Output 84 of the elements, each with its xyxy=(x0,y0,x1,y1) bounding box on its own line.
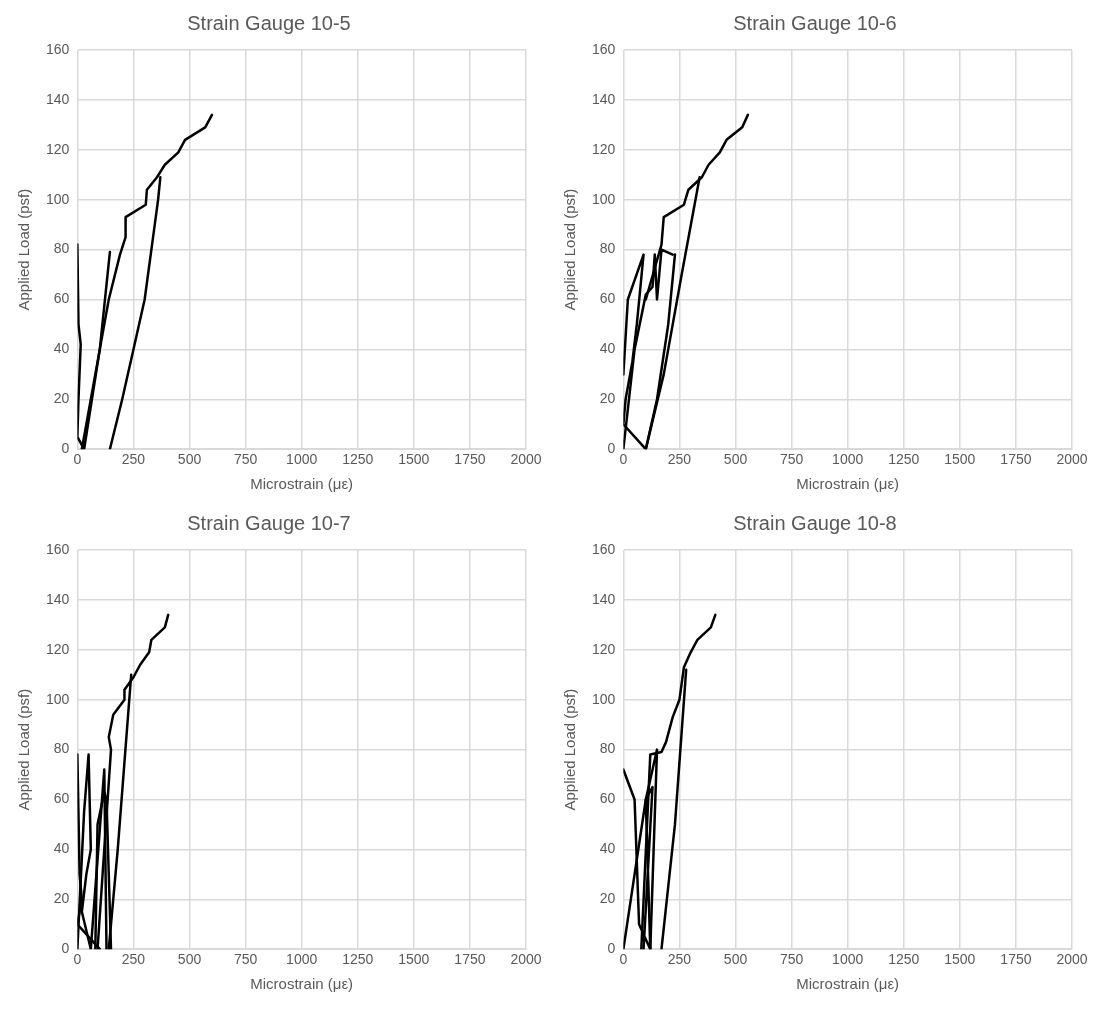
x-tick-label: 1500 xyxy=(944,951,976,968)
x-tick-label: 2000 xyxy=(510,451,542,468)
x-tick-label: 500 xyxy=(723,451,748,468)
y-axis-title: Applied Load (psf) xyxy=(15,688,33,811)
x-axis-title: Microstrain (με) xyxy=(796,975,900,993)
y-tick-label: 20 xyxy=(53,390,70,407)
x-tick-label: 1750 xyxy=(1000,951,1032,968)
y-tick-label: 60 xyxy=(53,290,70,307)
y-tick-label: 20 xyxy=(599,390,616,407)
y-tick-label: 60 xyxy=(599,790,616,807)
y-tick-label: 100 xyxy=(592,690,616,707)
y-tick-label: 20 xyxy=(53,890,70,907)
x-tick-label: 500 xyxy=(177,451,202,468)
y-tick-label: 100 xyxy=(592,190,616,207)
y-tick-label: 160 xyxy=(46,40,70,57)
y-tick-label: 100 xyxy=(46,190,70,207)
y-tick-label: 40 xyxy=(599,340,616,357)
y-tick-label: 140 xyxy=(46,90,70,107)
y-tick-label: 120 xyxy=(592,140,616,157)
x-tick-label: 500 xyxy=(723,951,748,968)
x-tick-label: 2000 xyxy=(1056,451,1088,468)
x-tick-label: 750 xyxy=(779,451,804,468)
x-tick-label: 0 xyxy=(619,451,628,468)
chart-title: Strain Gauge 10-8 xyxy=(733,511,897,534)
x-tick-label: 1250 xyxy=(888,451,920,468)
y-tick-label: 100 xyxy=(46,690,70,707)
y-tick-label: 40 xyxy=(53,340,70,357)
y-tick-label: 80 xyxy=(53,240,70,257)
x-tick-label: 1000 xyxy=(286,951,318,968)
x-tick-label: 1750 xyxy=(454,951,486,968)
x-tick-label: 250 xyxy=(121,451,146,468)
x-tick-label: 2000 xyxy=(1056,951,1088,968)
x-axis-title: Microstrain (με) xyxy=(250,475,354,493)
y-tick-label: 140 xyxy=(592,90,616,107)
x-tick-label: 0 xyxy=(73,951,82,968)
chart-title: Strain Gauge 10-7 xyxy=(187,511,351,534)
y-tick-label: 60 xyxy=(599,290,616,307)
y-tick-label: 140 xyxy=(592,590,616,607)
y-tick-label: 40 xyxy=(53,840,70,857)
x-axis-title: Microstrain (με) xyxy=(250,975,354,993)
x-tick-label: 250 xyxy=(667,951,692,968)
x-tick-label: 500 xyxy=(177,951,202,968)
y-tick-label: 80 xyxy=(599,740,616,757)
x-tick-label: 1500 xyxy=(398,951,430,968)
y-tick-label: 80 xyxy=(53,740,70,757)
y-tick-label: 20 xyxy=(599,890,616,907)
x-tick-label: 750 xyxy=(233,451,258,468)
x-tick-label: 1500 xyxy=(944,451,976,468)
x-tick-label: 0 xyxy=(73,451,82,468)
y-tick-label: 60 xyxy=(53,790,70,807)
y-tick-label: 140 xyxy=(46,590,70,607)
y-axis-title: Applied Load (psf) xyxy=(561,688,579,811)
y-tick-label: 120 xyxy=(46,640,70,657)
x-tick-label: 1250 xyxy=(342,451,374,468)
y-tick-label: 0 xyxy=(607,440,616,457)
x-tick-label: 0 xyxy=(619,951,628,968)
x-tick-label: 750 xyxy=(233,951,258,968)
y-tick-label: 160 xyxy=(46,540,70,557)
y-tick-label: 120 xyxy=(46,140,70,157)
x-axis-title: Microstrain (με) xyxy=(796,475,900,493)
x-tick-label: 250 xyxy=(667,451,692,468)
chart-title: Strain Gauge 10-5 xyxy=(187,11,351,34)
x-tick-label: 1250 xyxy=(342,951,374,968)
y-tick-label: 120 xyxy=(592,640,616,657)
y-tick-label: 80 xyxy=(599,240,616,257)
y-tick-label: 40 xyxy=(599,840,616,857)
x-tick-label: 250 xyxy=(121,951,146,968)
x-tick-label: 1750 xyxy=(454,451,486,468)
chart-title: Strain Gauge 10-6 xyxy=(733,11,897,34)
y-tick-label: 160 xyxy=(592,40,616,57)
x-tick-label: 2000 xyxy=(510,951,542,968)
y-tick-label: 0 xyxy=(61,940,70,957)
x-tick-label: 750 xyxy=(779,951,804,968)
x-tick-label: 1000 xyxy=(286,451,318,468)
y-axis-title: Applied Load (psf) xyxy=(561,188,579,311)
y-axis-title: Applied Load (psf) xyxy=(15,188,33,311)
x-tick-label: 1250 xyxy=(888,951,920,968)
x-tick-label: 1000 xyxy=(832,951,864,968)
y-tick-label: 160 xyxy=(592,540,616,557)
x-tick-label: 1750 xyxy=(1000,451,1032,468)
x-tick-label: 1500 xyxy=(398,451,430,468)
y-tick-label: 0 xyxy=(607,940,616,957)
y-tick-label: 0 xyxy=(61,440,70,457)
x-tick-label: 1000 xyxy=(832,451,864,468)
